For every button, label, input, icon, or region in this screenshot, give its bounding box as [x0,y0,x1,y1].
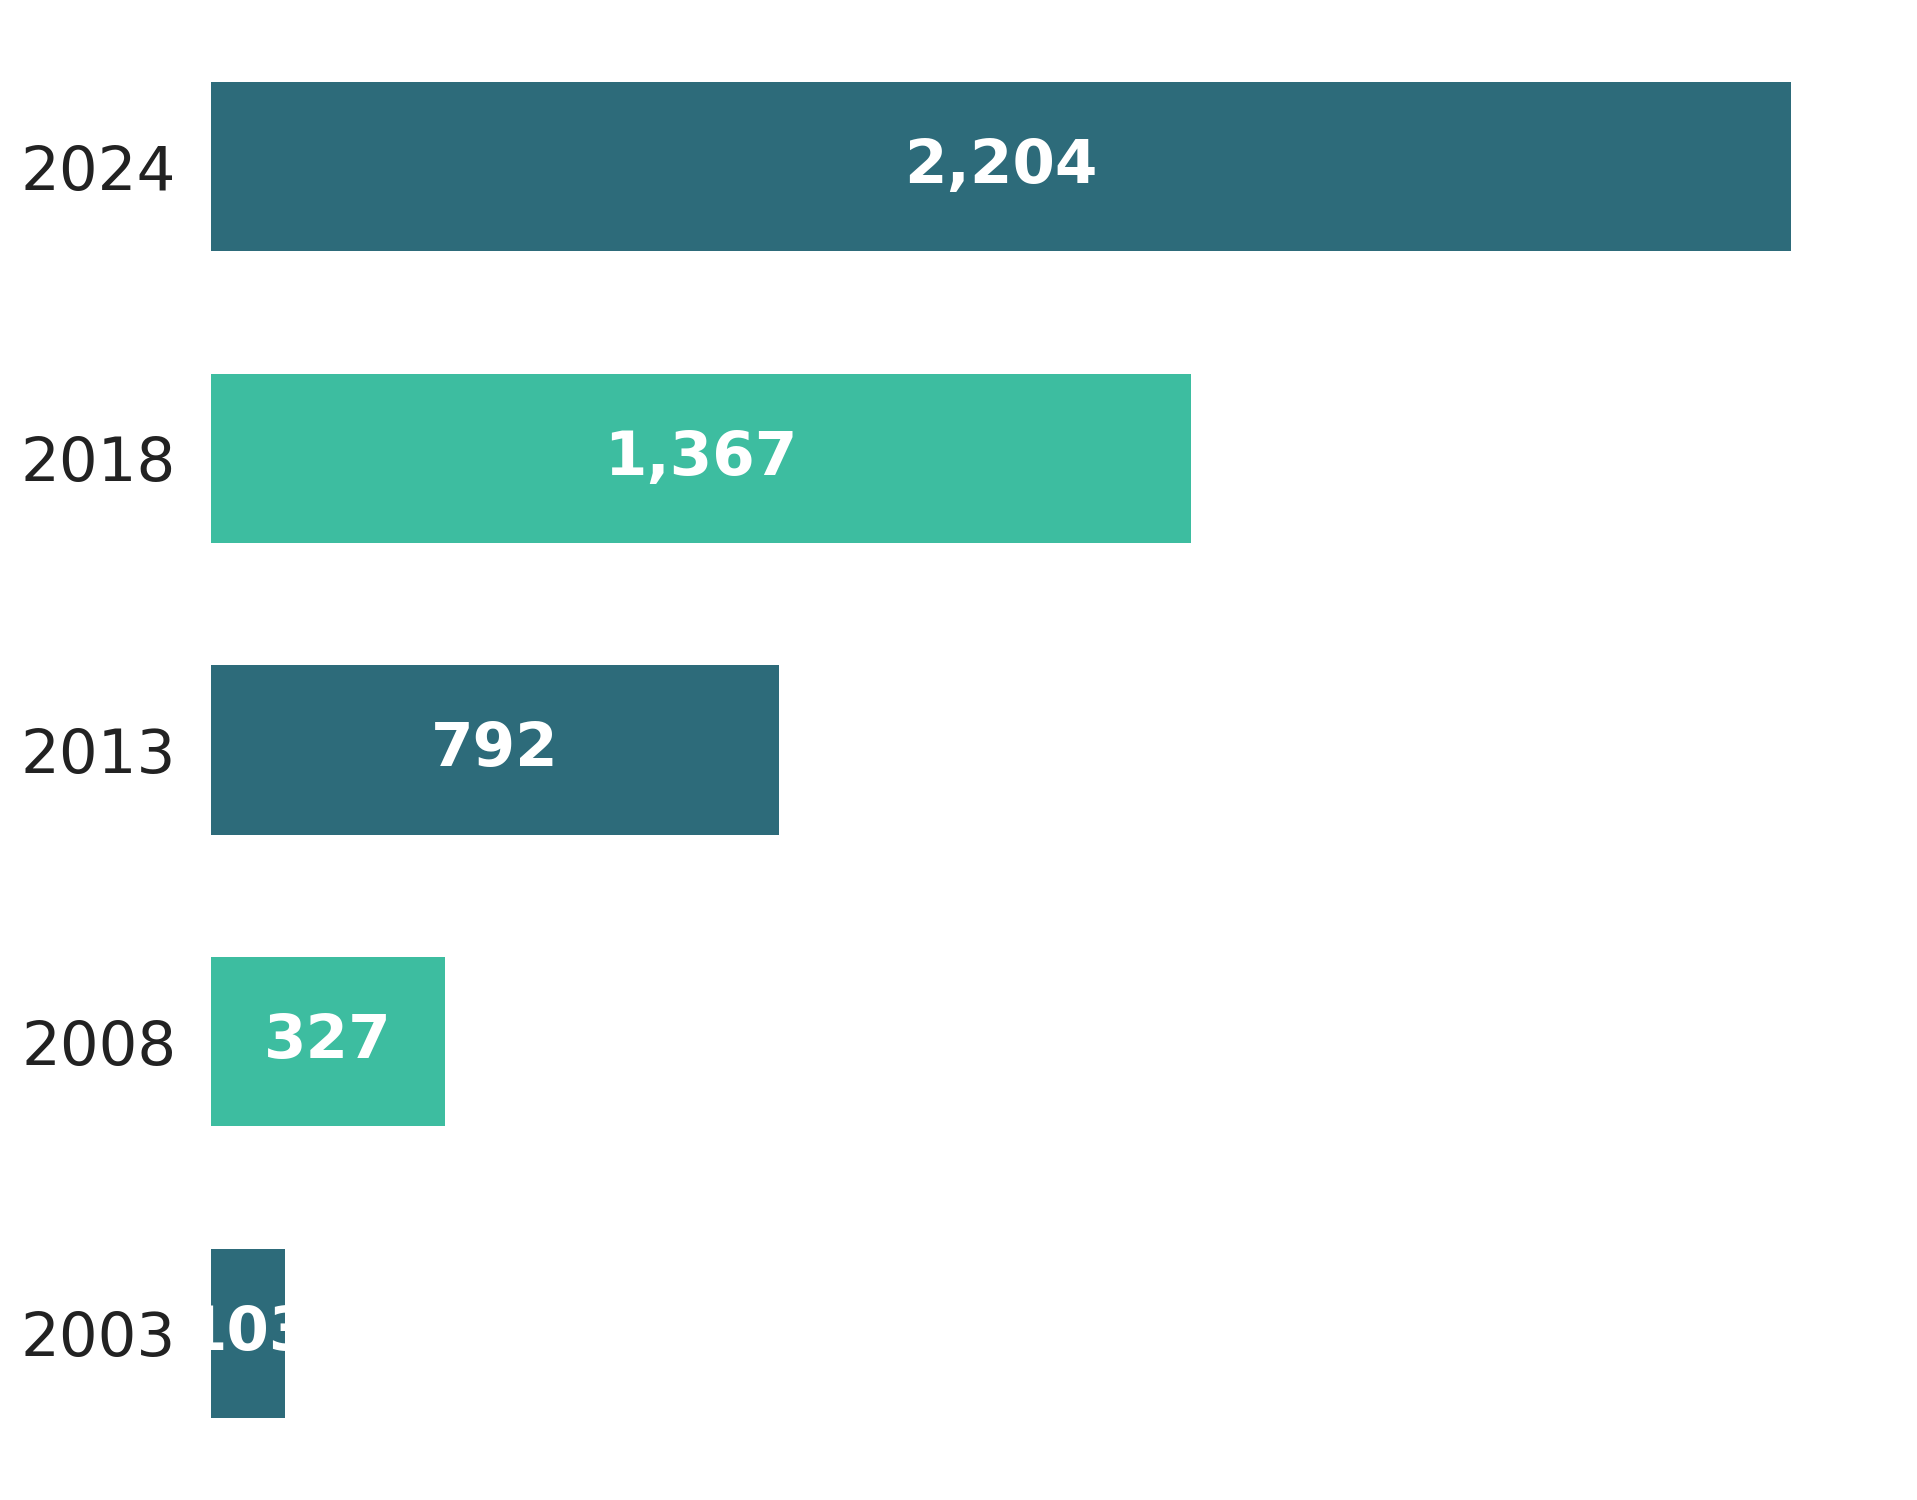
Bar [211,1248,286,1418]
Text: 103: 103 [184,1304,312,1364]
Bar [211,957,445,1126]
Text: 1,367: 1,367 [604,429,797,488]
Text: 327: 327 [265,1013,393,1071]
Bar [211,374,1190,543]
Text: 2,204: 2,204 [905,136,1098,196]
Bar [211,666,778,834]
Text: 792: 792 [431,720,558,780]
Bar [211,82,1792,251]
